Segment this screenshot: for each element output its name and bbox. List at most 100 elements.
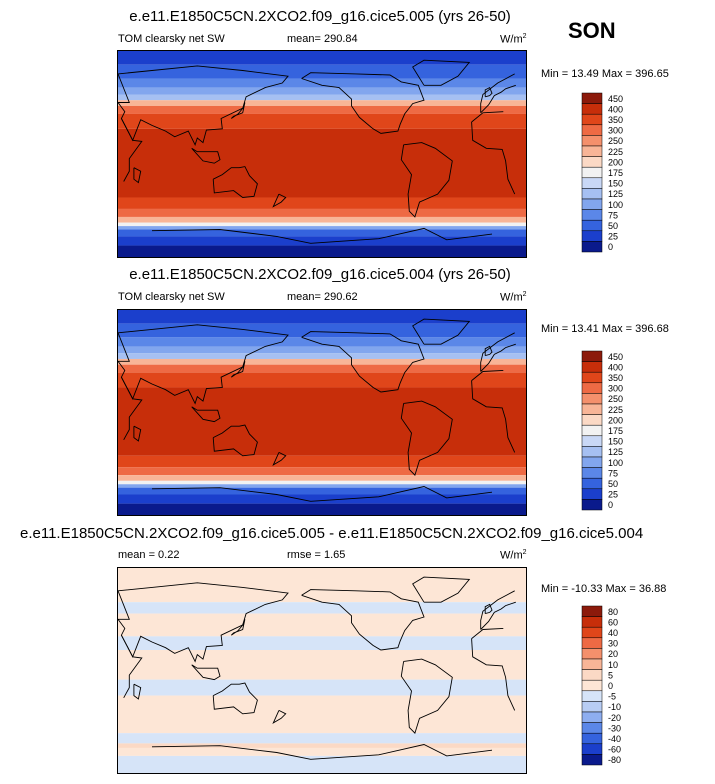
lat-band xyxy=(118,78,526,88)
panel3-title: e.e11.E1850C5CN.2XCO2.f09_g16.cice5.005 … xyxy=(20,525,644,542)
lat-band xyxy=(118,755,526,773)
coastline-asia xyxy=(118,582,289,663)
colorbar-swatch xyxy=(581,616,603,628)
panel1-minmax: Min = 13.49 Max = 396.65 xyxy=(541,68,669,80)
panel1-units: W/m2 xyxy=(500,33,527,46)
lat-band xyxy=(118,480,526,485)
colorbar-label: 225 xyxy=(608,405,623,415)
coastline-madagascar xyxy=(133,167,142,184)
colorbar-label: 200 xyxy=(608,157,623,167)
colorbar-swatch xyxy=(581,219,603,232)
lat-band xyxy=(118,128,526,198)
colorbar-label: 125 xyxy=(608,189,623,199)
coastline-europe xyxy=(480,332,516,372)
lat-band xyxy=(118,245,526,257)
colorbar-swatch xyxy=(581,241,603,253)
lat-band xyxy=(118,105,526,114)
colorbar-label: 50 xyxy=(608,479,618,489)
colorbar-label: -60 xyxy=(608,745,621,755)
colorbar-swatch xyxy=(581,92,603,104)
panel3-rmse-label: rmse = 1.65 xyxy=(287,549,346,561)
lat-band xyxy=(118,695,526,734)
lat-band xyxy=(118,743,526,748)
panel2-map xyxy=(117,309,527,516)
coastline-antarctica xyxy=(151,744,493,760)
coastline-uk xyxy=(484,86,493,98)
panel1-map xyxy=(117,50,527,258)
panel3-map-svg xyxy=(118,568,526,773)
lat-band xyxy=(118,467,526,476)
colorbar-label: 450 xyxy=(608,94,623,104)
colorbar-swatch xyxy=(581,701,603,713)
lat-band xyxy=(118,484,526,488)
colorbar-swatch xyxy=(581,177,603,189)
colorbar-swatch xyxy=(581,488,603,500)
lat-band xyxy=(118,475,526,481)
lat-band xyxy=(118,636,526,650)
panel2-units: W/m2 xyxy=(500,291,527,304)
lat-band xyxy=(118,197,526,209)
panel3-map xyxy=(117,567,527,774)
colorbar-label: 60 xyxy=(608,617,618,627)
colorbar-label: 350 xyxy=(608,115,623,125)
lat-band xyxy=(118,602,526,614)
lat-band xyxy=(118,64,526,79)
colorbar-label: 80 xyxy=(608,607,618,617)
lat-band xyxy=(118,87,526,95)
lat-band xyxy=(118,323,526,338)
lat-band xyxy=(118,208,526,217)
colorbar-swatch xyxy=(581,382,603,394)
coastline-namerica xyxy=(301,589,425,651)
colorbar-swatch xyxy=(581,732,603,745)
colorbar-swatch xyxy=(581,124,603,136)
colorbar-label: 50 xyxy=(608,221,618,231)
colorbar-label: 75 xyxy=(608,210,618,220)
coastline-asia xyxy=(118,324,289,405)
colorbar-label: 225 xyxy=(608,147,623,157)
lat-band xyxy=(118,650,526,680)
panel3-minmax: Min = -10.33 Max = 36.88 xyxy=(541,583,667,595)
colorbar-swatch xyxy=(581,456,603,468)
panel2-colorbar: 450 400 350 300 250 225 200 175 150 125 100 75 50 25 0 xyxy=(581,350,642,514)
colorbar-label: 100 xyxy=(608,458,623,468)
panel2-map-svg xyxy=(118,310,526,515)
coastline-australia xyxy=(212,682,258,715)
coastline-uk xyxy=(484,603,493,615)
lat-band xyxy=(118,494,526,504)
colorbar-label: 150 xyxy=(608,179,623,189)
coastline-greenland xyxy=(412,59,471,86)
colorbar-label: 25 xyxy=(608,490,618,500)
coastline-indonesia xyxy=(191,664,221,681)
panel2-minmax: Min = 13.41 Max = 396.68 xyxy=(541,323,669,335)
lat-band xyxy=(118,353,526,359)
colorbar-label: 175 xyxy=(608,168,623,178)
coastline-greenland xyxy=(412,318,471,345)
colorbar-swatch xyxy=(581,467,603,479)
colorbar-swatch xyxy=(581,424,603,437)
colorbar-label: 30 xyxy=(608,639,618,649)
colorbar-label: 0 xyxy=(608,242,613,252)
panel2-left-label: TOM clearsky net SW xyxy=(118,291,225,303)
lat-band xyxy=(118,747,526,756)
coastline-namerica xyxy=(301,331,425,393)
colorbar-swatch xyxy=(581,350,603,362)
colorbar-swatch xyxy=(581,156,603,168)
colorbar-label: 400 xyxy=(608,362,623,372)
coastline-europe xyxy=(480,73,516,114)
coastline-indonesia xyxy=(191,147,221,164)
coastline-namerica xyxy=(301,72,425,134)
colorbar-swatch xyxy=(581,209,603,221)
colorbar-swatch xyxy=(581,403,603,415)
lat-band xyxy=(118,455,526,468)
colorbar-swatch xyxy=(581,371,603,384)
lat-band xyxy=(118,387,526,456)
colorbar-swatch xyxy=(581,477,603,490)
panel1-colorbar: 450 400 350 300 250 225 200 175 150 125 100 75 50 25 0 xyxy=(581,92,642,256)
colorbar-label: -20 xyxy=(608,713,621,723)
colorbar-label: -40 xyxy=(608,734,621,744)
colorbar-label: 20 xyxy=(608,649,618,659)
lat-band xyxy=(118,310,526,324)
colorbar-swatch xyxy=(581,188,603,200)
colorbar-label: 300 xyxy=(608,126,623,136)
